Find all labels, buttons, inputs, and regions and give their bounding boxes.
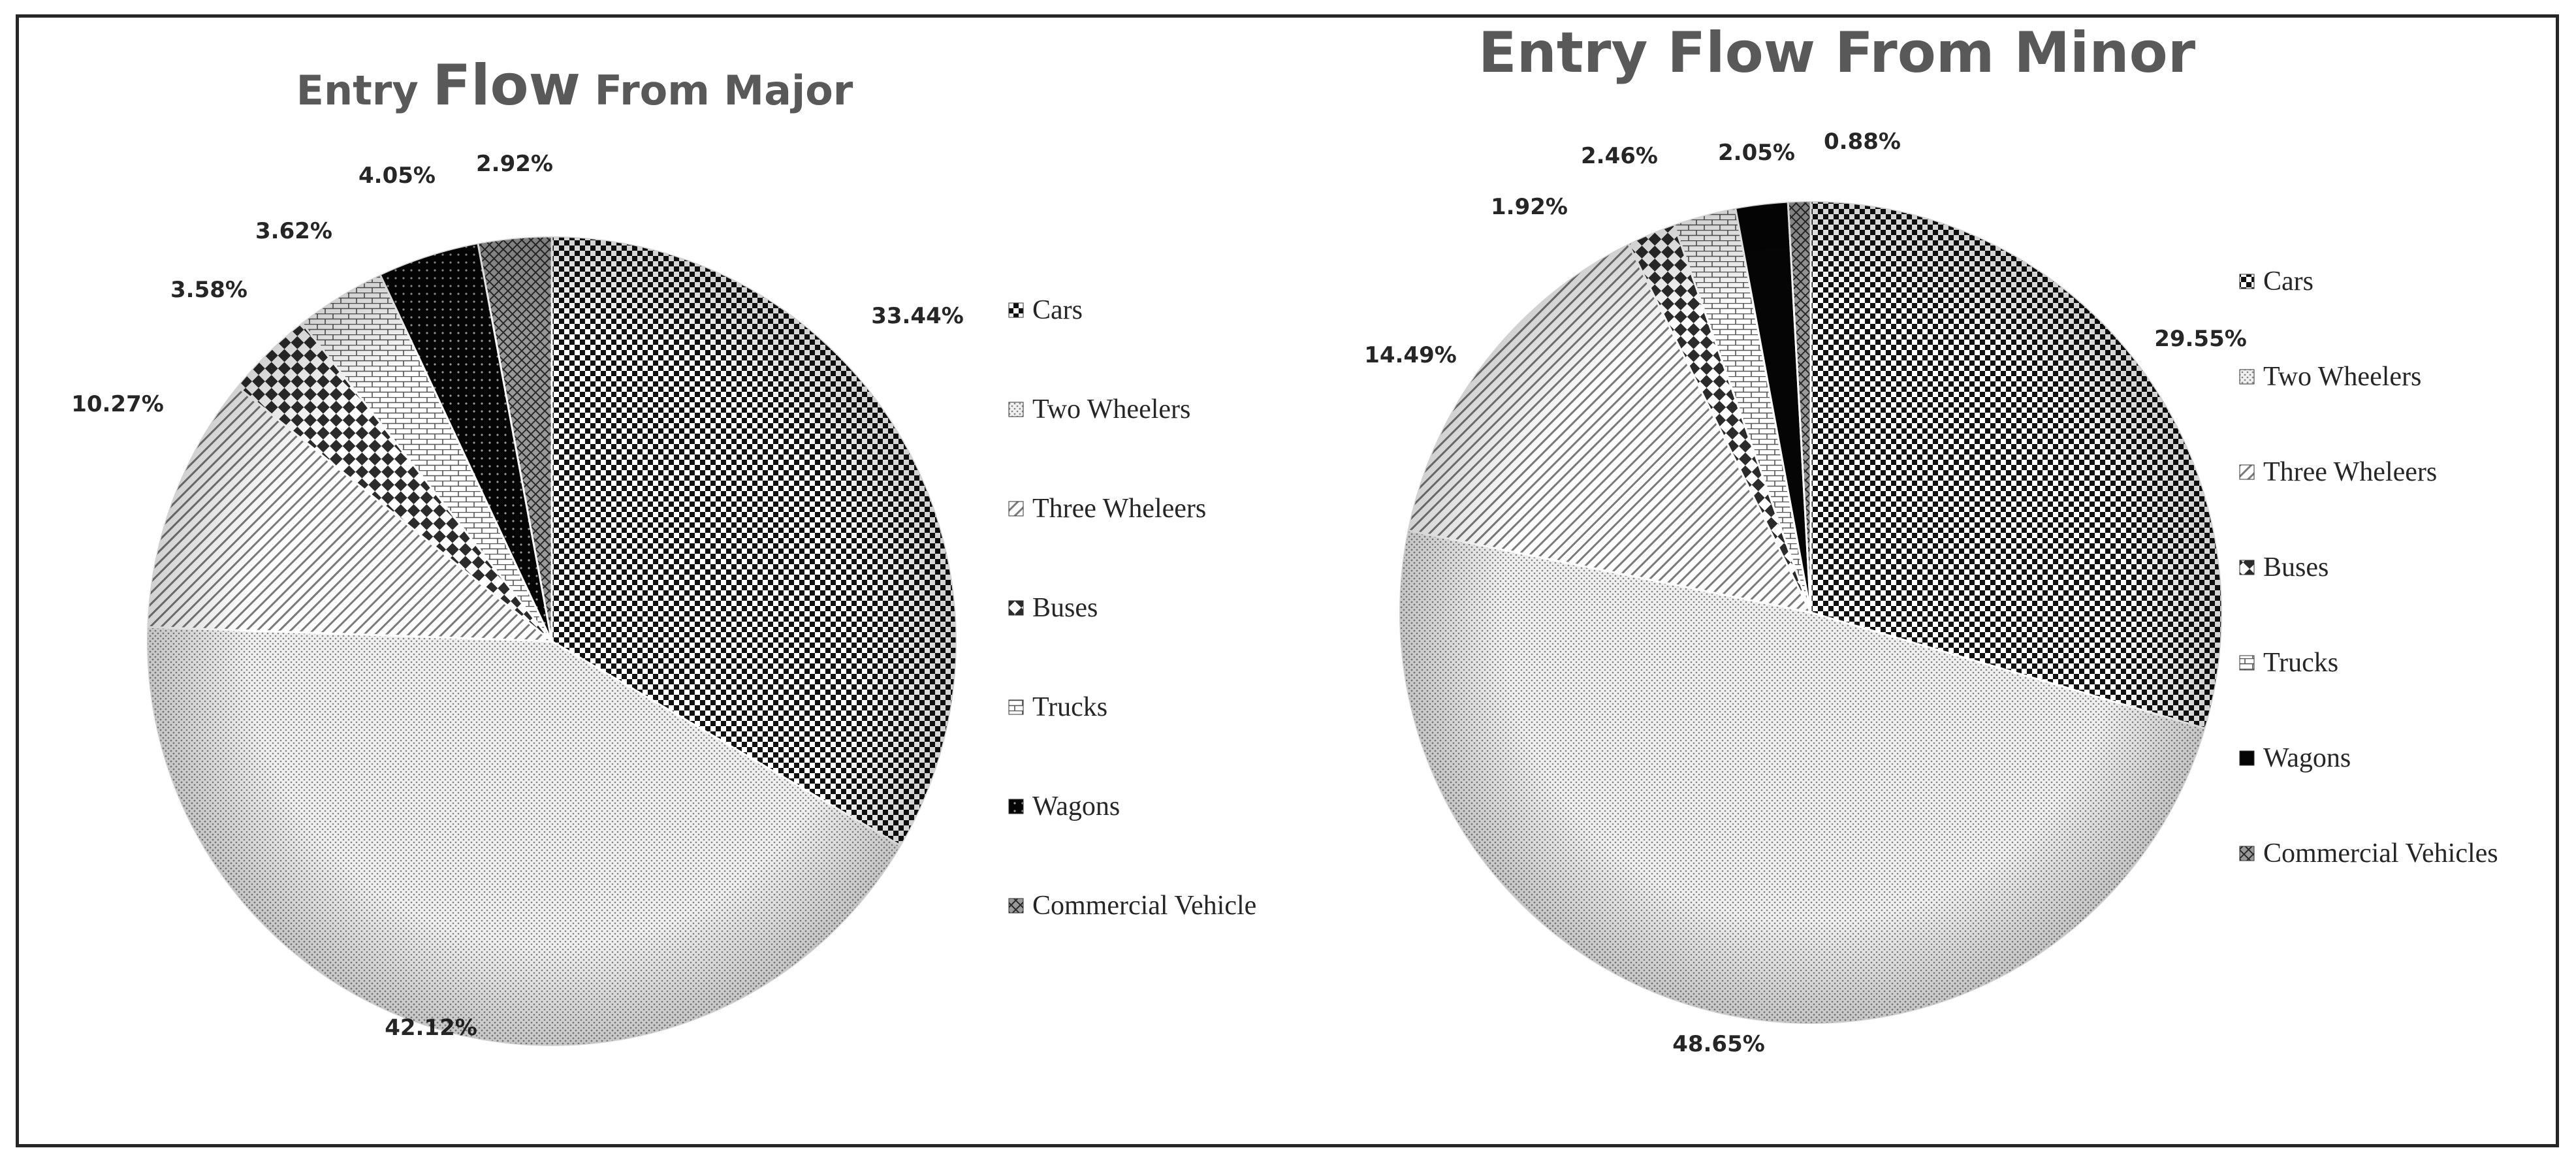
legend-swatch bbox=[1008, 898, 1024, 914]
legend-swatch bbox=[2239, 464, 2255, 480]
legend-label: Two Wheelers bbox=[2263, 362, 2421, 392]
legend: Cars Two Wheelers Three Wheleers Buses Truck… bbox=[2239, 266, 2498, 868]
pie-chart-minor: Entry Flow From Minor 29.55% 48.65% 14.49% 1… bbox=[1364, 20, 2498, 1057]
data-label: 2.92% bbox=[476, 151, 553, 177]
legend-swatch bbox=[1008, 501, 1024, 517]
legend-swatch bbox=[1008, 302, 1024, 318]
legend-swatch bbox=[1008, 600, 1024, 616]
data-label: 14.49% bbox=[1364, 342, 1457, 368]
legend-label: Wagons bbox=[1032, 791, 1120, 821]
data-label: 33.44% bbox=[871, 303, 964, 329]
data-label: 42.12% bbox=[385, 1015, 477, 1041]
chart-title-part: From Major bbox=[580, 67, 853, 114]
legend-swatch bbox=[2239, 560, 2255, 575]
chart-title-part: Entry bbox=[296, 67, 433, 114]
data-label: 10.27% bbox=[71, 391, 164, 417]
legend-label: Trucks bbox=[2263, 648, 2338, 678]
legend-swatch bbox=[2239, 369, 2255, 385]
legend-label: Two Wheelers bbox=[1032, 394, 1190, 424]
data-label: 1.92% bbox=[1491, 194, 1568, 220]
data-label: 4.05% bbox=[358, 163, 436, 189]
legend-label: Commercial Vehicles bbox=[2263, 838, 2498, 868]
chart-title: Entry Flow From Major bbox=[296, 53, 853, 118]
data-label: 2.46% bbox=[1581, 143, 1658, 169]
chart-title-part: Entry Flow From Minor bbox=[1478, 20, 2196, 86]
legend-swatch bbox=[1008, 799, 1024, 814]
legend-label: Cars bbox=[2263, 266, 2314, 296]
legend-label: Three Wheleers bbox=[1032, 494, 1206, 524]
legend-label: Wagons bbox=[2263, 743, 2351, 773]
pie-chart-major: Entry Flow From Major 33.44% 42.12% 10.27% 3… bbox=[71, 53, 1256, 1047]
chart-title: Entry Flow From Minor bbox=[1478, 20, 2196, 86]
legend-swatch bbox=[2239, 274, 2255, 289]
data-label: 3.62% bbox=[255, 218, 332, 244]
legend-swatch bbox=[1008, 402, 1024, 417]
data-label: 0.88% bbox=[1824, 129, 1901, 155]
data-label: 29.55% bbox=[2154, 326, 2247, 352]
legend-label: Trucks bbox=[1032, 692, 1107, 722]
data-label: 2.05% bbox=[1718, 140, 1795, 166]
legend-label: Buses bbox=[2263, 552, 2329, 582]
chart-title-part: Flow bbox=[432, 53, 580, 118]
legend-label: Three Wheleers bbox=[2263, 457, 2437, 487]
data-label: 3.58% bbox=[170, 277, 247, 303]
legend-swatch bbox=[2239, 846, 2255, 861]
legend-swatch bbox=[1008, 699, 1024, 715]
legend-swatch bbox=[2239, 750, 2255, 766]
legend-label: Cars bbox=[1032, 295, 1083, 325]
data-label: 48.65% bbox=[1672, 1031, 1765, 1057]
legend-label: Buses bbox=[1032, 593, 1098, 623]
legend-label: Commercial Vehicle bbox=[1032, 891, 1256, 921]
legend-swatch bbox=[2239, 655, 2255, 671]
legend: Cars Two Wheelers Three Wheleers Buses Truck… bbox=[1008, 295, 1256, 921]
